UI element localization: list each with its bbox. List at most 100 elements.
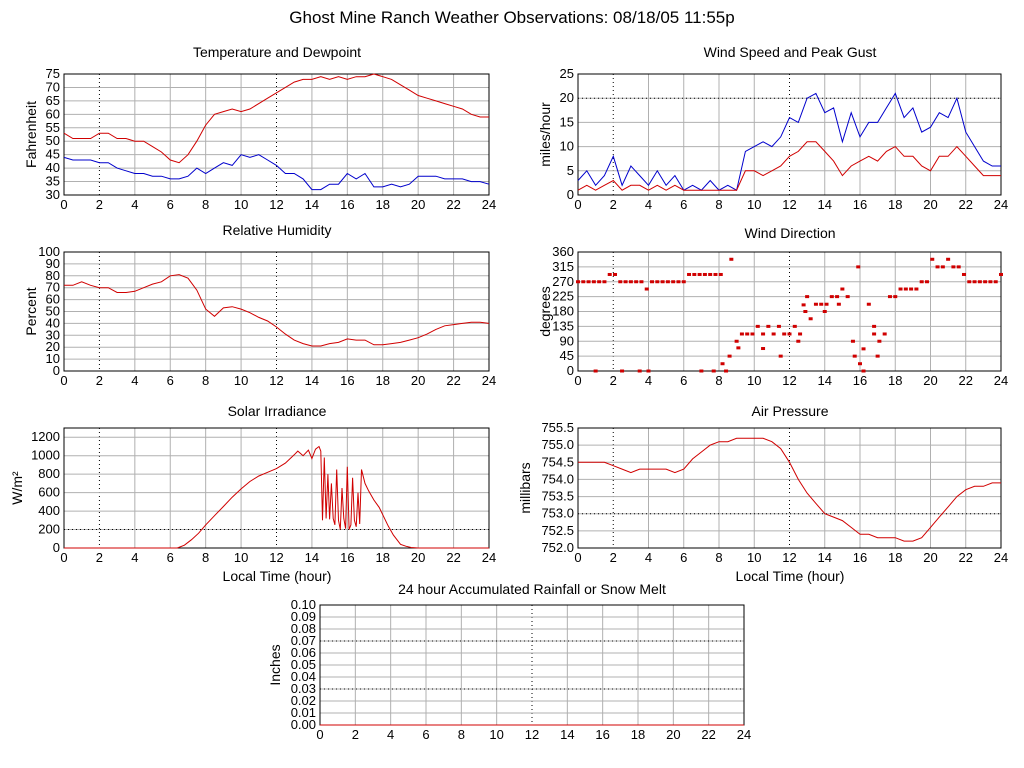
- x-tick-label: 14: [305, 197, 319, 212]
- y-tick-label: 25: [560, 66, 574, 81]
- data-point: [903, 287, 908, 291]
- data-point: [946, 257, 951, 261]
- y-tick-label: 1200: [31, 429, 60, 444]
- x-tick-label: 2: [96, 197, 103, 212]
- x-tick-label: 8: [715, 373, 722, 388]
- data-point: [724, 369, 729, 373]
- data-point: [639, 280, 644, 284]
- y-tick-label: 50: [46, 133, 60, 148]
- y-tick-label: 752.0: [541, 540, 574, 555]
- y-tick-label: 755.0: [541, 437, 574, 452]
- y-tick-label: 15: [560, 114, 574, 129]
- x-tick-label: 24: [482, 197, 496, 212]
- data-point: [618, 280, 623, 284]
- data-point: [699, 369, 704, 373]
- y-tick-label: 75: [46, 66, 60, 81]
- x-tick-label: 0: [60, 197, 67, 212]
- y-tick-label: 0: [53, 363, 60, 378]
- y-tick-label: 0: [567, 363, 574, 378]
- x-tick-label: 12: [269, 550, 283, 565]
- y-tick-label: 0.07: [291, 633, 316, 648]
- data-point: [803, 310, 808, 313]
- x-tick-label: 6: [680, 373, 687, 388]
- x-tick-label: 16: [853, 373, 867, 388]
- x-tick-label: 12: [782, 197, 796, 212]
- data-point: [687, 272, 692, 276]
- y-tick-label: 315: [552, 259, 574, 274]
- data-point: [750, 332, 755, 336]
- y-tick-label: 753.5: [541, 489, 574, 504]
- data-point: [898, 287, 903, 291]
- x-tick-label: 4: [131, 373, 138, 388]
- x-tick-label: 12: [269, 373, 283, 388]
- series-line: [577, 92, 1001, 191]
- data-point: [805, 295, 810, 299]
- x-tick-label: 10: [234, 373, 248, 388]
- y-tick-label: 0.08: [291, 621, 316, 636]
- x-tick-label: 18: [888, 550, 902, 565]
- x-axis-label-pressure: Local Time (hour): [735, 568, 845, 584]
- data-point: [623, 280, 628, 284]
- data-point: [858, 362, 862, 366]
- y-tick-label: 80: [46, 268, 60, 283]
- x-tick-label: 16: [853, 550, 867, 565]
- data-point: [681, 280, 686, 284]
- data-point: [798, 332, 803, 336]
- x-tick-label: 22: [446, 197, 460, 212]
- y-tick-label: 100: [38, 244, 60, 259]
- x-tick-label: 20: [411, 197, 425, 212]
- x-tick-label: 4: [645, 373, 652, 388]
- y-tick-label: 10: [560, 139, 574, 154]
- x-tick-label: 18: [631, 727, 645, 742]
- x-tick-label: 4: [387, 727, 394, 742]
- x-tick-label: 10: [489, 727, 503, 742]
- data-point: [739, 332, 744, 336]
- chart-title-rh: Relative Humidity: [222, 222, 332, 238]
- data-point: [988, 280, 993, 284]
- x-tick-label: 14: [818, 373, 832, 388]
- y-tick-label: 0.00: [291, 717, 316, 732]
- data-point: [660, 280, 665, 284]
- x-tick-label: 0: [60, 373, 67, 388]
- x-tick-label: 2: [96, 373, 103, 388]
- data-point: [637, 369, 642, 373]
- y-tick-label: 225: [552, 289, 574, 304]
- x-tick-label: 10: [234, 550, 248, 565]
- chart-title-wind: Wind Speed and Peak Gust: [703, 44, 877, 60]
- x-tick-label: 10: [747, 550, 761, 565]
- x-tick-label: 14: [305, 373, 319, 388]
- data-point: [850, 339, 855, 343]
- data-point: [727, 354, 732, 358]
- x-tick-label: 18: [376, 373, 390, 388]
- y-tick-label: 180: [552, 304, 574, 319]
- chart-title-solar: Solar Irradiance: [227, 403, 327, 419]
- chart-rh: 0 2 4 6 8 10 12 14 16 18 20 22 240102030405060708090…: [23, 244, 496, 388]
- data-point: [787, 332, 792, 336]
- y-tick-label: 752.5: [541, 523, 574, 538]
- data-point: [761, 332, 766, 336]
- y-tick-label: 600: [38, 485, 60, 500]
- x-tick-label: 22: [446, 550, 460, 565]
- y-tick-label: 70: [46, 280, 60, 295]
- data-point: [856, 265, 861, 269]
- x-tick-label: 20: [411, 373, 425, 388]
- data-point: [845, 295, 850, 299]
- y-tick-label: 0.04: [291, 669, 316, 684]
- x-tick-label: 14: [818, 197, 832, 212]
- data-point: [702, 272, 707, 276]
- x-tick-label: 14: [305, 550, 319, 565]
- data-point: [875, 354, 880, 358]
- x-tick-label: 16: [340, 373, 354, 388]
- chart-title-temp: Temperature and Dewpoint: [192, 44, 362, 60]
- x-tick-label: 16: [853, 197, 867, 212]
- data-point: [766, 324, 771, 328]
- plot-frame: [63, 427, 490, 549]
- page-title: Ghost Mine Ranch Weather Observations: 0…: [289, 8, 735, 27]
- y-tick-label: 60: [46, 292, 60, 307]
- data-point: [822, 310, 827, 313]
- y-tick-label: 0: [567, 187, 574, 202]
- y-tick-label: 754.5: [541, 454, 574, 469]
- data-point: [634, 280, 639, 284]
- x-tick-label: 24: [737, 727, 751, 742]
- data-point: [713, 272, 718, 276]
